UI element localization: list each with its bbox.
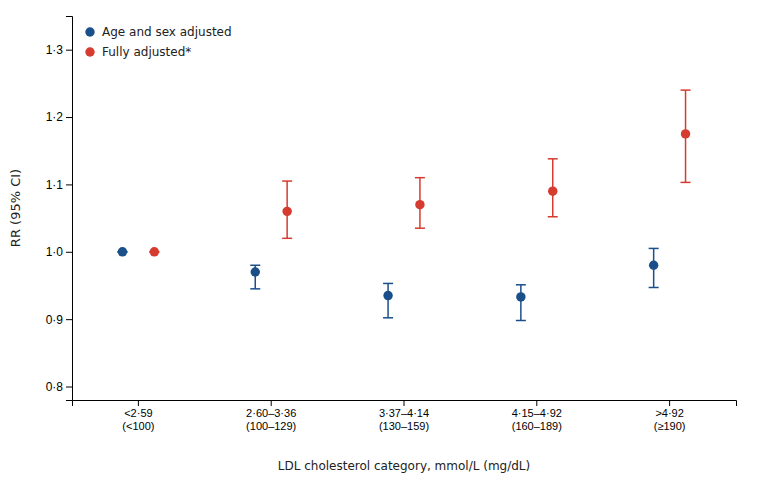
y-tick: 0·9 [46,312,72,326]
y-tick-mark [66,117,72,118]
x-tick: 4·15–4·92(160–189) [512,400,562,432]
legend-marker [85,47,94,56]
chart: 0·8 0·9 1·0 1·1 1·2 1·3 <2·59(<100) 2·60–3·36(1… [0,0,758,484]
x-axis-title: LDL cholesterol category, mmol/L (mg/dL) [278,459,530,473]
error-bar [516,285,526,321]
point [251,267,260,276]
point [282,207,291,216]
x-axis-line [73,401,737,407]
error-bar-cap [282,180,292,182]
error-bar-cap [548,216,558,218]
point [150,247,159,256]
error-bar-cap [681,182,691,184]
point [649,261,658,270]
error-bar-cap [415,227,425,229]
x-tick-label: <2·59(<100) [122,407,154,432]
error-bar [415,178,425,229]
point [383,291,392,300]
y-tick: 1·3 [46,43,72,57]
legend-label: Fully adjusted* [102,45,191,59]
y-tick: 1·0 [46,245,72,259]
point [118,247,127,256]
x-tick-mark [404,400,405,406]
plot: 0·8 0·9 1·0 1·1 1·2 1·3 <2·59(<100) 2·60–3·36(1… [46,17,737,433]
x-tick: 2·60–3·36(100–129) [246,400,296,432]
y-tick-label: 1·2 [46,110,64,124]
x-tick-mark [271,400,272,406]
error-bar-cap [516,284,526,286]
marks [117,90,690,320]
error-bar [282,181,292,238]
error-bar-cap [516,320,526,322]
x-tick-mark [536,400,537,406]
error-bar-cap [649,287,659,289]
x-tick: <2·59(<100) [122,400,154,432]
y-tick-label: 1·3 [46,43,64,57]
point [548,186,557,195]
y-axis: 0·8 0·9 1·0 1·1 1·2 1·3 [46,17,73,401]
x-tick: >4·92(≥190) [654,400,686,432]
y-tick-mark [66,252,72,253]
error-bar-cap [681,89,691,91]
x-tick-mark [138,400,139,406]
x-tick-label: 3·37–4·14(130–159) [379,407,429,432]
x-tick-label: 4·15–4·92(160–189) [512,407,562,432]
error-bar [548,159,558,217]
error-bar [649,248,659,287]
y-tick-mark [66,387,72,388]
y-tick-mark [66,184,72,185]
legend-label: Age and sex adjusted [102,25,232,39]
error-bar-line [520,285,522,321]
series [149,90,690,256]
x-tick-mark [669,400,670,406]
y-tick-label: 1·1 [46,178,64,192]
error-bar-cap [649,248,659,250]
error-bar [250,265,260,289]
error-bar [681,90,691,182]
error-bar-cap [282,238,292,240]
y-tick-mark [66,319,72,320]
error-bar-cap [383,283,393,285]
error-bar-cap [250,288,260,290]
y-axis-title: RR (95% CI) [8,169,23,247]
error-bar-cap [383,317,393,319]
y-tick: 1·2 [46,110,72,124]
x-tick-label: 2·60–3·36(100–129) [246,407,296,432]
x-tick: 3·37–4·14(130–159) [379,400,429,432]
y-tick-label: 0·9 [46,312,64,326]
error-bar [383,283,393,317]
legend-item: Age and sex adjusted [85,25,231,39]
y-tick-label: 0·8 [46,380,64,394]
error-bar-cap [250,265,260,267]
error-bar-cap [415,177,425,179]
x-axis: <2·59(<100) 2·60–3·36(100–129) 3·37–4·14(1… [73,400,737,432]
y-axis-line [66,17,73,401]
y-tick-label: 1·0 [46,245,64,259]
y-tick: 1·1 [46,178,72,192]
error-bar-cap [548,158,558,160]
legend-item: Fully adjusted* [85,45,191,59]
point [681,129,690,138]
legend: Age and sex adjusted Fully adjusted* [85,25,231,59]
series [117,247,658,320]
point [415,200,424,209]
point [516,292,525,301]
y-tick-mark [66,50,72,51]
error-bar-line [387,283,389,317]
x-tick-label: >4·92(≥190) [654,407,686,432]
y-tick: 0·8 [46,380,72,394]
legend-marker [85,27,94,36]
